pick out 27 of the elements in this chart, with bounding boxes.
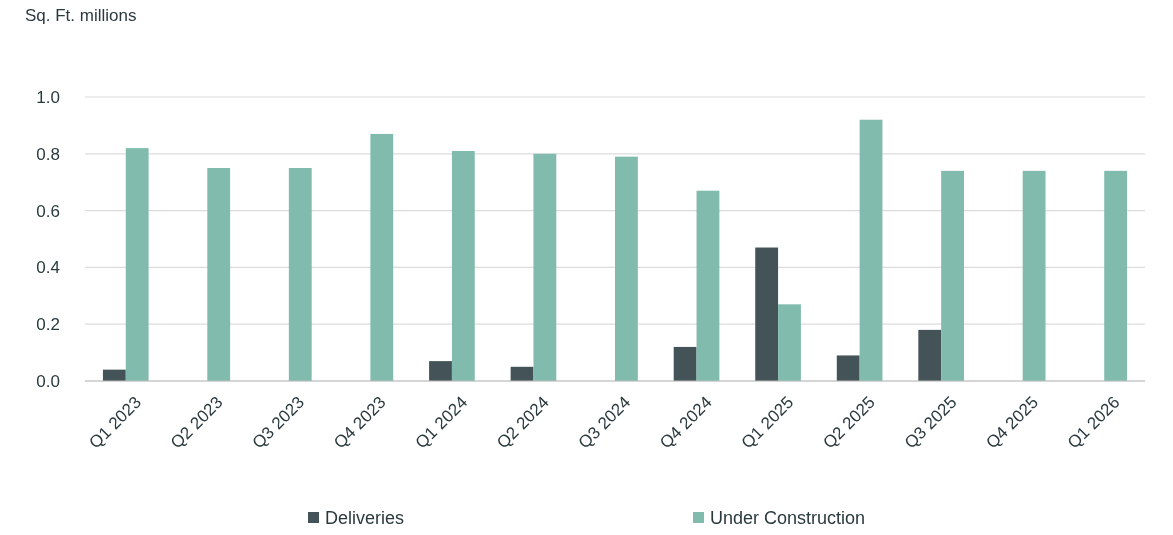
bar xyxy=(918,329,942,381)
bar xyxy=(696,190,720,381)
bar xyxy=(1104,170,1128,381)
y-tick-label: 0.0 xyxy=(36,371,60,391)
bar xyxy=(451,150,475,381)
y-tick-label: 1.0 xyxy=(36,87,60,107)
y-tick-label: 0.6 xyxy=(36,201,60,221)
legend-label: Deliveries xyxy=(325,508,405,528)
bar xyxy=(533,153,557,381)
bar xyxy=(615,156,638,381)
bar xyxy=(207,168,231,381)
bar xyxy=(836,355,860,381)
y-tick-label: 0.4 xyxy=(36,258,60,278)
y-tick-label: 0.2 xyxy=(36,315,60,335)
bar xyxy=(778,304,801,381)
bar xyxy=(859,119,883,381)
bar xyxy=(288,168,312,381)
y-tick-label: 0.8 xyxy=(36,144,60,164)
bar xyxy=(941,170,964,381)
bar xyxy=(429,361,452,381)
y-axis-title: Sq. Ft. millions xyxy=(25,6,137,25)
bar xyxy=(1022,170,1046,381)
bar xyxy=(755,247,779,381)
bar xyxy=(125,148,149,381)
legend-label: Under Construction xyxy=(710,508,866,528)
bar xyxy=(370,133,394,381)
bar xyxy=(673,346,697,381)
